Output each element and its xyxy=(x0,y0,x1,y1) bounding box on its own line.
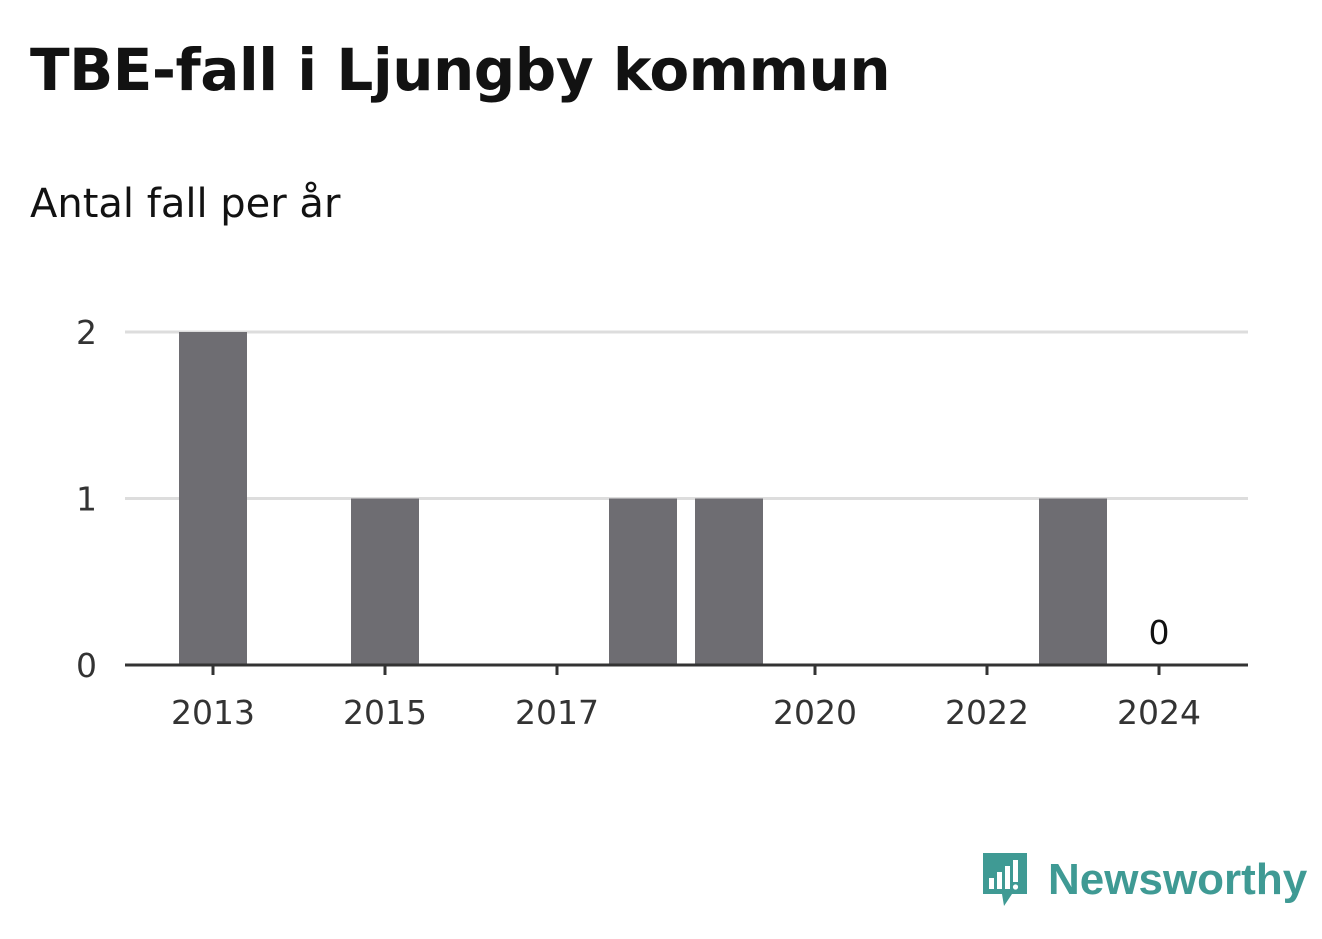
x-axis-labels: 2013 2015 2017 2020 2022 2024 xyxy=(171,693,1201,732)
x-tick-label: 2013 xyxy=(171,693,255,732)
chart-subtitle: Antal fall per år xyxy=(30,181,341,227)
x-tick-label: 2022 xyxy=(945,693,1029,732)
annotations: 0 xyxy=(1149,613,1170,652)
data-label: 0 xyxy=(1149,613,1170,652)
y-tick-label: 2 xyxy=(76,313,97,352)
x-axis xyxy=(125,663,1248,675)
x-tick-label: 2024 xyxy=(1117,693,1201,732)
gridlines xyxy=(125,330,1248,500)
x-tick-label: 2020 xyxy=(773,693,857,732)
y-tick-label: 1 xyxy=(76,480,97,519)
y-tick-label: 0 xyxy=(76,646,97,685)
bar-2015 xyxy=(351,498,419,665)
bar-2019 xyxy=(695,498,763,665)
y-axis-labels: 0 1 2 xyxy=(76,313,97,685)
x-tick-label: 2015 xyxy=(343,693,427,732)
newsworthy-logo-icon xyxy=(983,853,1027,906)
chart-title: TBE-fall i Ljungby kommun xyxy=(30,36,891,104)
bar-2018 xyxy=(609,498,677,665)
x-tick-label: 2017 xyxy=(515,693,599,732)
brand-name: Newsworthy xyxy=(1048,855,1308,904)
newsworthy-logo: Newsworthy xyxy=(980,848,1307,912)
bar-2023 xyxy=(1039,498,1107,665)
bars xyxy=(179,332,1107,665)
bar-2013 xyxy=(179,332,247,665)
